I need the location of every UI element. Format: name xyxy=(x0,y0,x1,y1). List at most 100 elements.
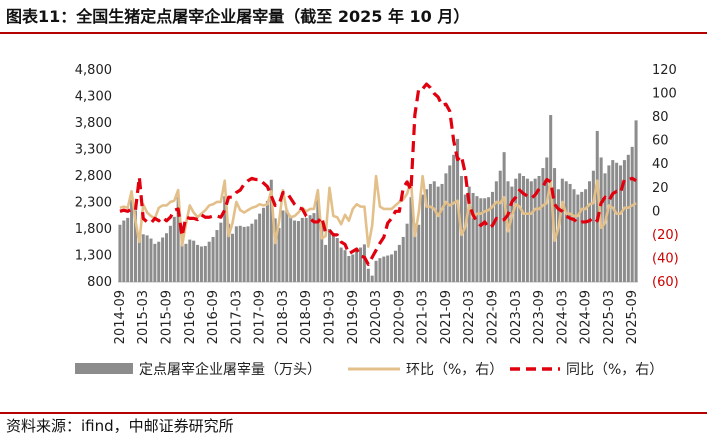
x-tick-label: 2016-03 xyxy=(183,290,198,344)
x-tick-label: 2018-03 xyxy=(276,290,291,344)
bar-2021-05 xyxy=(428,183,432,282)
bar-2018-03 xyxy=(281,210,285,282)
x-tick-label: 2015-09 xyxy=(160,290,175,344)
bar-2014-09 xyxy=(118,224,122,282)
x-tick-label: 2023-03 xyxy=(509,290,524,344)
bar-2023-11 xyxy=(545,157,549,282)
bar-2024-05 xyxy=(568,183,572,282)
bar-2015-12 xyxy=(176,197,180,282)
bar-2020-05 xyxy=(382,256,386,282)
chart: 8001,3001,8002,3002,8003,3003,8004,3004,… xyxy=(75,63,679,378)
bar-2018-04 xyxy=(285,209,289,282)
x-tick-label: 2023-09 xyxy=(532,290,547,344)
bar-2018-02 xyxy=(277,227,281,282)
bar-2016-11 xyxy=(219,222,223,282)
bar-2024-03 xyxy=(560,178,564,282)
bar-2019-06 xyxy=(339,247,343,282)
bar-2015-06 xyxy=(153,243,157,282)
bar-2022-04 xyxy=(471,192,475,282)
x-tick-label: 2015-03 xyxy=(136,290,151,344)
right-tick-label: 40 xyxy=(652,157,669,172)
bar-2019-09 xyxy=(351,254,355,282)
bar-2015-07 xyxy=(157,241,161,282)
bar-2020-06 xyxy=(386,255,390,282)
x-tick-label: 2021-09 xyxy=(439,290,454,344)
bar-2022-05 xyxy=(475,196,479,282)
bar-2019-11 xyxy=(359,247,363,282)
bar-2022-07 xyxy=(483,198,487,282)
bar-2019-07 xyxy=(343,250,347,282)
bar-2021-02 xyxy=(417,224,421,282)
bar-2015-11 xyxy=(172,216,176,282)
mom-line xyxy=(119,174,637,248)
bar-2017-02 xyxy=(230,233,234,282)
bar-series xyxy=(118,115,638,282)
left-tick-label: 3,800 xyxy=(75,116,112,131)
bar-2019-08 xyxy=(347,256,351,282)
bar-2023-03 xyxy=(514,178,518,282)
legend-label-yoy: 同比（%，右） xyxy=(566,362,663,378)
bar-2016-03 xyxy=(188,239,192,282)
bar-2023-06 xyxy=(525,178,529,282)
bar-2023-08 xyxy=(533,178,537,282)
left-tick-label: 3,300 xyxy=(75,143,112,158)
right-tick-label: (20) xyxy=(652,228,679,243)
bar-2016-10 xyxy=(215,230,219,282)
bar-2017-10 xyxy=(262,207,266,282)
line-series xyxy=(119,82,637,266)
bar-2018-07 xyxy=(296,221,300,282)
x-tick-label: 2019-09 xyxy=(346,290,361,344)
bar-2022-09 xyxy=(490,191,494,282)
bar-2019-10 xyxy=(355,250,359,282)
bar-2016-06 xyxy=(199,246,203,282)
bar-2023-02 xyxy=(510,186,514,282)
bar-2018-05 xyxy=(289,215,293,282)
bar-2017-12 xyxy=(269,179,273,282)
bar-2023-04 xyxy=(518,173,522,282)
x-tick-label: 2017-03 xyxy=(229,290,244,344)
chart-title: 图表11：全国生猪定点屠宰企业屠宰量（截至 2025 年 10 月） xyxy=(6,7,470,26)
x-tick-label: 2021-03 xyxy=(416,290,431,344)
bar-2025-03 xyxy=(607,165,611,282)
bar-2024-02 xyxy=(556,189,560,282)
bar-2022-08 xyxy=(487,197,491,282)
bar-2022-11 xyxy=(498,170,502,282)
bar-2017-08 xyxy=(254,219,258,282)
x-tick-label: 2022-03 xyxy=(462,290,477,344)
bar-2016-07 xyxy=(203,245,207,282)
bar-2020-07 xyxy=(390,254,394,282)
bar-2021-06 xyxy=(432,181,436,282)
bar-2025-02 xyxy=(603,173,607,282)
bar-2018-01 xyxy=(273,218,277,282)
x-tick-label: 2017-09 xyxy=(253,290,268,344)
bar-2015-01 xyxy=(133,210,137,282)
bar-2017-07 xyxy=(250,223,254,282)
tick-labels: 8001,3001,8002,3002,8003,3003,8004,3004,… xyxy=(75,63,679,344)
bar-2017-06 xyxy=(246,226,250,282)
bar-2016-04 xyxy=(192,240,196,282)
bar-2024-06 xyxy=(572,189,576,282)
bar-2018-08 xyxy=(300,217,304,282)
bar-2021-01 xyxy=(413,223,417,282)
bar-2021-11 xyxy=(452,154,456,282)
yoy-line xyxy=(119,82,637,266)
x-tick-label: 2025-09 xyxy=(625,290,640,344)
bar-2021-09 xyxy=(444,173,448,282)
bar-2018-09 xyxy=(304,217,308,282)
bar-2024-09 xyxy=(584,189,588,282)
left-tick-label: 1,300 xyxy=(75,249,112,264)
bar-2018-10 xyxy=(308,215,312,282)
bar-2022-02 xyxy=(463,194,467,282)
bar-2022-03 xyxy=(467,186,471,282)
bar-2021-04 xyxy=(424,189,429,282)
x-tick-label: 2024-03 xyxy=(555,290,570,344)
right-tick-label: 20 xyxy=(652,181,669,196)
bar-2025-09 xyxy=(630,146,634,282)
left-tick-label: 2,800 xyxy=(75,169,112,184)
bar-2021-10 xyxy=(448,165,452,282)
left-tick-label: 4,300 xyxy=(75,90,112,105)
bar-2021-08 xyxy=(440,183,444,282)
bar-2014-11 xyxy=(126,217,130,282)
bar-2020-08 xyxy=(393,250,397,282)
legend: 定点屠宰企业屠宰量（万头） 环比（%，右） 同比（%，右） xyxy=(75,361,663,378)
